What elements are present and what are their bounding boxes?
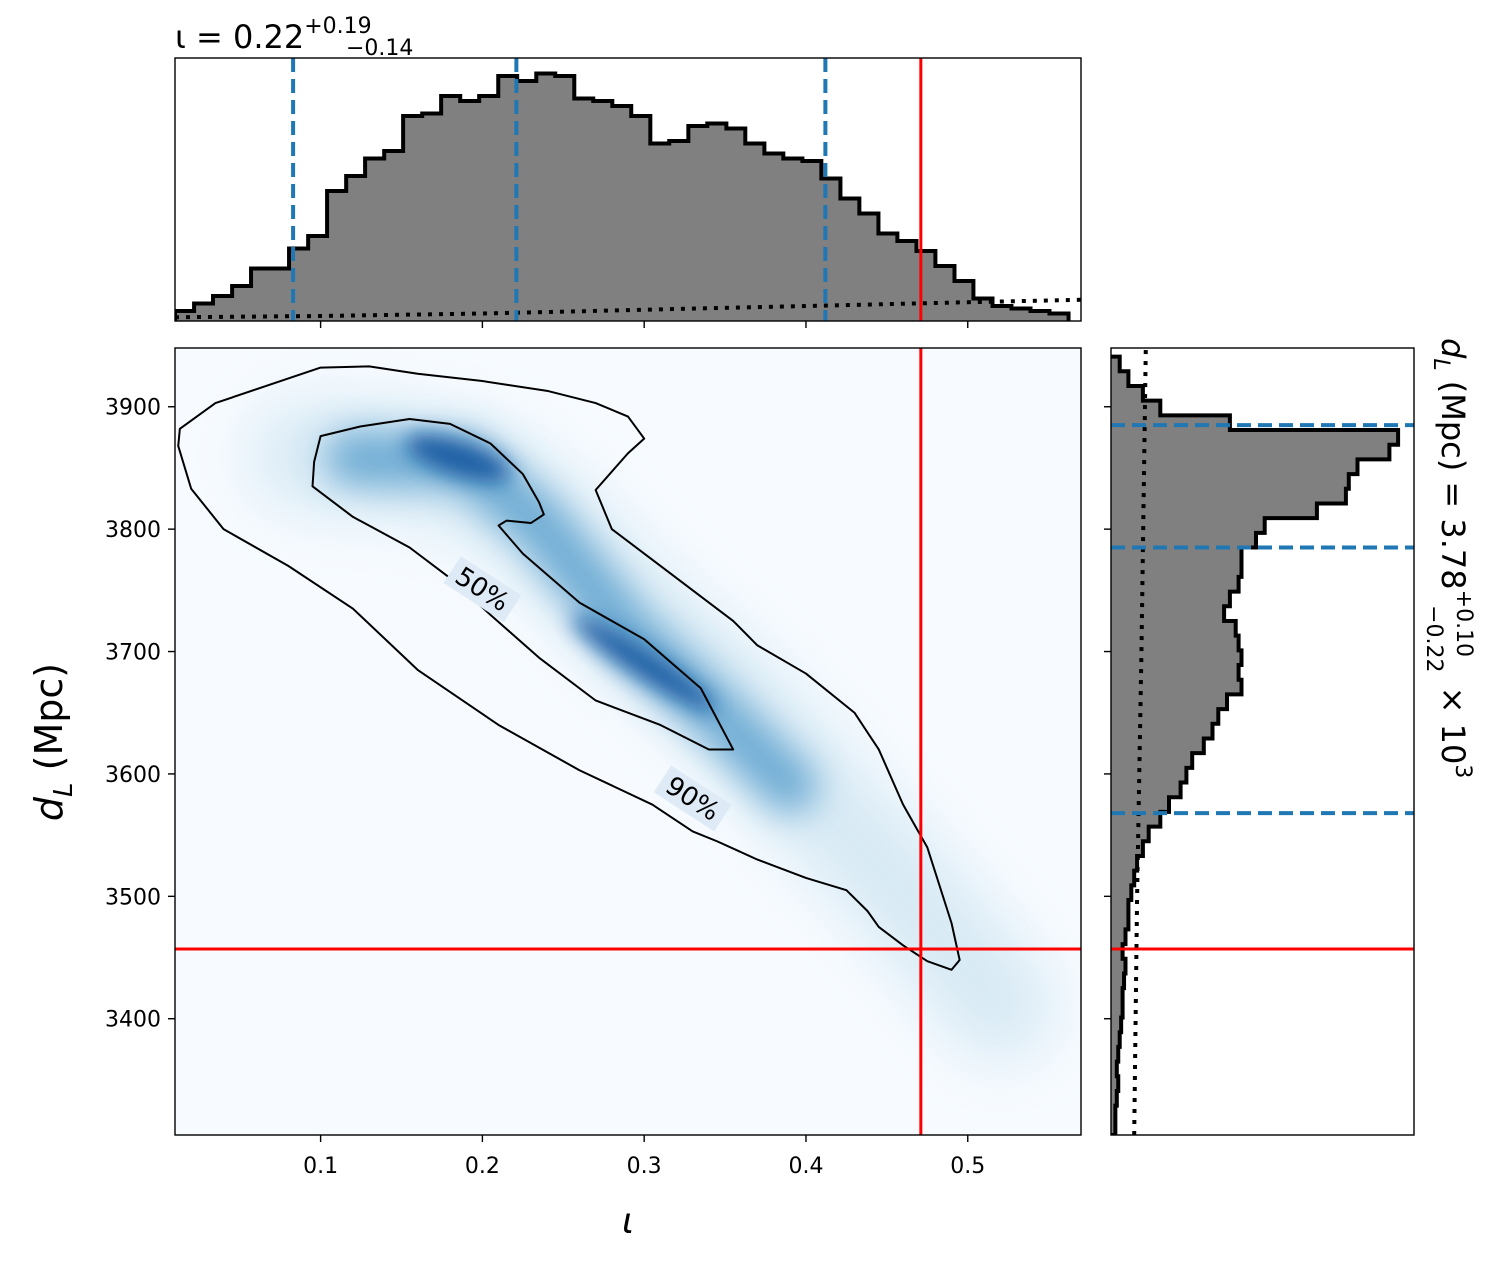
x-tick-label: 0.3 <box>627 1154 662 1179</box>
x-tick-label: 0.1 <box>303 1154 338 1179</box>
dl-marginal-frame <box>1110 347 1415 1136</box>
y-tick-label: 3400 <box>105 1008 161 1033</box>
y-tick-label: 3600 <box>105 763 161 788</box>
joint-panel: 50%90% 0.1 0.2 0.3 0.4 0.5340035003600370038… <box>27 347 1082 1242</box>
iota-marginal-frame <box>174 57 1082 322</box>
contour-label-bg <box>443 556 522 623</box>
x-tick-label: 0.5 <box>950 1154 985 1179</box>
y-tick-label: 3700 <box>105 641 161 666</box>
x-axis-label: ι <box>622 1201 634 1242</box>
iota-histogram-fill <box>175 73 1069 321</box>
iota-marginal-title: ι = 0.22+0.19 <box>175 14 372 56</box>
y-tick-label: 3900 <box>105 396 161 421</box>
heat-core <box>405 434 716 712</box>
y-tick-label: 3800 <box>105 518 161 543</box>
iota-histogram-step <box>175 71 1071 321</box>
contour-label-bg <box>653 765 732 832</box>
iota-marginal-title-sub: −0.14 <box>346 36 413 61</box>
x-tick-label: 0.4 <box>788 1154 823 1179</box>
dl-marginal-panel: dL (Mpc) = 3.78+0.10−0.22 × 103 <box>1104 338 1476 1136</box>
contour-50-line <box>311 417 735 751</box>
joint-frame <box>174 347 1082 1136</box>
x-tick-label: 0.2 <box>465 1154 500 1179</box>
contour-90-line <box>177 365 961 971</box>
iota-marginal-panel: ι = 0.22+0.19 −0.14 <box>174 14 1082 328</box>
dl-histogram-fill <box>1111 356 1399 1135</box>
dl-marginal-title: dL (Mpc) = 3.78+0.10−0.22 × 103 <box>1421 338 1476 778</box>
iota-prior-curve <box>175 297 1081 320</box>
y-tick-label: 3500 <box>105 885 161 910</box>
y-axis-label: dL (Mpc) <box>27 663 79 821</box>
dl-histogram-step <box>1111 354 1401 1135</box>
